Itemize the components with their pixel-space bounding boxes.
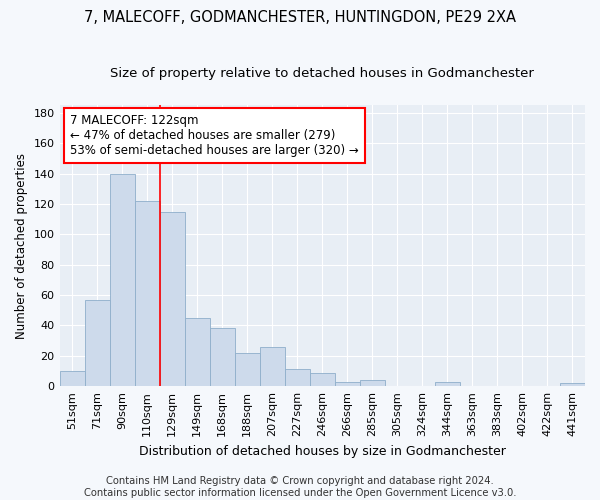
Bar: [435, 382, 460, 386]
Bar: [209, 328, 235, 386]
Bar: [260, 346, 285, 386]
Text: 7 MALECOFF: 122sqm
← 47% of detached houses are smaller (279)
53% of semi-detach: 7 MALECOFF: 122sqm ← 47% of detached hou…: [70, 114, 359, 156]
Bar: [360, 380, 385, 386]
Title: Size of property relative to detached houses in Godmanchester: Size of property relative to detached ho…: [110, 68, 534, 80]
Bar: [560, 383, 585, 386]
Bar: [160, 212, 185, 386]
Bar: [110, 174, 134, 386]
Y-axis label: Number of detached properties: Number of detached properties: [15, 152, 28, 338]
Text: Contains HM Land Registry data © Crown copyright and database right 2024.
Contai: Contains HM Land Registry data © Crown c…: [84, 476, 516, 498]
X-axis label: Distribution of detached houses by size in Godmanchester: Distribution of detached houses by size …: [139, 444, 506, 458]
Bar: [285, 370, 310, 386]
Bar: [310, 372, 335, 386]
Bar: [185, 318, 209, 386]
Text: 7, MALECOFF, GODMANCHESTER, HUNTINGDON, PE29 2XA: 7, MALECOFF, GODMANCHESTER, HUNTINGDON, …: [84, 10, 516, 25]
Bar: [59, 371, 85, 386]
Bar: [85, 300, 110, 386]
Bar: [235, 353, 260, 386]
Bar: [134, 201, 160, 386]
Bar: [335, 382, 360, 386]
